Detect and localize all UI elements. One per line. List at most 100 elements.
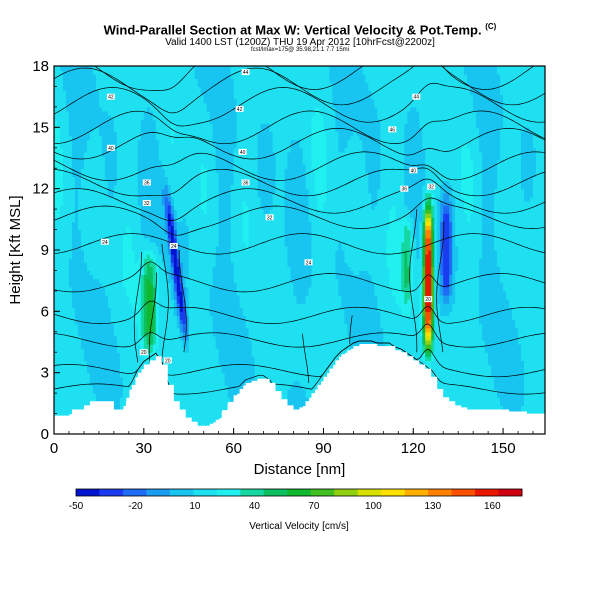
velocity-cell — [113, 299, 118, 304]
velocity-cell — [209, 155, 214, 161]
velocity-cell — [77, 164, 82, 169]
velocity-cell — [113, 278, 118, 284]
velocity-cell — [71, 164, 76, 169]
velocity-cell — [128, 180, 133, 186]
velocity-cell — [209, 221, 214, 227]
velocity-cell — [71, 151, 76, 157]
velocity-cell — [86, 188, 91, 194]
velocity-cell — [74, 327, 79, 333]
velocity-cell — [206, 155, 211, 161]
velocity-cell — [143, 217, 148, 222]
velocity-cell — [101, 147, 106, 153]
velocity-cell — [54, 311, 58, 317]
velocity-cell — [215, 82, 220, 88]
velocity-cell — [95, 311, 100, 317]
velocity-cell — [98, 102, 103, 108]
velocity-cell — [224, 184, 229, 190]
velocity-cell — [155, 184, 160, 190]
velocity-cell — [92, 327, 97, 333]
velocity-cell — [122, 384, 127, 390]
velocity-cell — [77, 290, 82, 296]
velocity-cell — [128, 286, 133, 292]
velocity-cell — [119, 143, 124, 149]
velocity-cell — [149, 266, 154, 272]
velocity-cell — [194, 299, 199, 304]
velocity-cell — [170, 180, 175, 186]
velocity-cell — [191, 217, 196, 222]
velocity-cell — [122, 315, 127, 321]
velocity-cell — [80, 372, 85, 378]
velocity-cell — [104, 278, 109, 284]
velocity-cell — [107, 98, 112, 104]
velocity-cell — [221, 262, 226, 267]
velocity-cell — [221, 339, 226, 345]
velocity-cell — [170, 119, 175, 124]
velocity-cell — [104, 245, 109, 251]
velocity-cell — [206, 311, 211, 317]
velocity-cell — [173, 131, 178, 137]
velocity-cell — [74, 278, 79, 284]
velocity-cell — [191, 254, 196, 259]
velocity-cell — [104, 372, 109, 378]
velocity-cell — [68, 331, 73, 337]
velocity-cell — [182, 217, 187, 222]
velocity-cell — [71, 311, 76, 317]
velocity-cell — [152, 356, 157, 361]
velocity-cell — [218, 327, 223, 333]
velocity-cell — [95, 258, 100, 263]
velocity-cell — [149, 70, 154, 75]
velocity-cell — [107, 364, 112, 370]
velocity-cell — [185, 360, 190, 366]
velocity-cell — [215, 286, 220, 292]
velocity-cell — [74, 360, 79, 366]
velocity-cell — [74, 376, 79, 382]
velocity-cell — [56, 245, 61, 251]
velocity-cell — [65, 155, 70, 161]
velocity-cell — [161, 311, 166, 317]
velocity-cell — [185, 233, 190, 239]
velocity-cell — [200, 364, 205, 370]
velocity-cell — [62, 188, 67, 194]
velocity-cell — [209, 110, 214, 116]
velocity-cell — [116, 250, 121, 255]
velocity-cell — [197, 184, 202, 190]
velocity-cell — [86, 360, 91, 366]
velocity-cell — [230, 360, 235, 366]
velocity-cell — [164, 209, 169, 214]
velocity-cell — [107, 384, 112, 390]
velocity-cell — [125, 286, 130, 292]
velocity-cell — [200, 176, 205, 182]
velocity-cell — [92, 86, 97, 92]
velocity-cell — [113, 372, 118, 378]
velocity-cell — [137, 368, 142, 374]
velocity-cell — [128, 147, 133, 153]
velocity-cell — [158, 86, 163, 92]
velocity-cell — [173, 262, 178, 267]
velocity-cell — [176, 348, 181, 353]
velocity-cell — [116, 110, 121, 116]
velocity-cell — [188, 172, 193, 177]
velocity-cell — [200, 78, 205, 83]
velocity-cell — [146, 303, 151, 308]
velocity-cell — [185, 335, 190, 341]
velocity-cell — [137, 221, 142, 227]
velocity-cell — [167, 250, 172, 255]
velocity-cell — [74, 110, 79, 116]
velocity-cell — [128, 196, 133, 202]
velocity-cell — [125, 135, 130, 141]
velocity-cell — [128, 241, 133, 247]
velocity-cell — [191, 311, 196, 317]
velocity-cell — [92, 258, 97, 263]
velocity-cell — [131, 151, 136, 157]
velocity-cell — [107, 135, 112, 141]
velocity-cell — [134, 147, 139, 153]
velocity-cell — [218, 106, 223, 112]
velocity-cell — [74, 82, 79, 88]
velocity-cell — [113, 290, 118, 296]
velocity-cell — [188, 213, 193, 218]
velocity-cell — [107, 278, 112, 284]
velocity-cell — [137, 344, 142, 349]
velocity-cell — [158, 352, 163, 357]
velocity-cell — [125, 299, 130, 304]
velocity-cell — [92, 245, 97, 251]
